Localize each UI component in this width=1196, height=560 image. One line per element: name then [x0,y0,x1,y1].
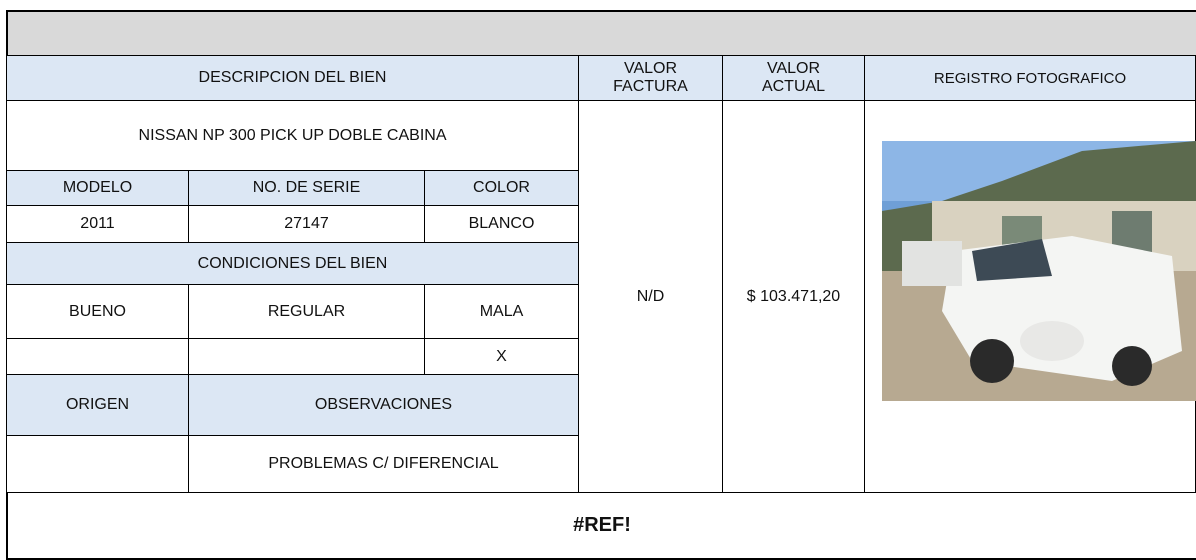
origin-value [6,435,189,493]
column-header: VALOR FACTURA [578,55,723,101]
cell-text: BUENO [69,302,126,320]
field-label: NO. DE SERIE [188,170,425,206]
cell-text: REGISTRO FOTOGRAFICO [933,69,1127,87]
item-name: NISSAN NP 300 PICK UP DOBLE CABINA [6,100,579,171]
current-value: $ 103.471,20 [722,100,865,493]
cell-text: DESCRIPCION DEL BIEN [198,69,387,86]
cell-text: CONDICIONES DEL BIEN [197,254,388,272]
condition-mark-cell [188,338,425,375]
cell-text: X [496,347,507,365]
cell-text: #REF! [573,514,631,536]
cell-text: VALOR ACTUAL [761,60,826,95]
field-value: 27147 [188,205,425,243]
condition-label: REGULAR [188,284,425,339]
cell-text: $ 103.471,20 [746,287,841,305]
column-header: VALOR ACTUAL [722,55,865,101]
cell-text: VALOR FACTURA [613,60,688,95]
origin-label: ORIGEN [6,374,189,436]
condition-mark: X [424,338,579,375]
invoice-value: N/D [578,100,723,493]
photo-cell [864,100,1196,493]
cell-text: COLOR [473,179,530,196]
cell-text: 2011 [80,215,115,232]
field-label: COLOR [424,170,579,206]
condition-label: MALA [424,284,579,339]
footer: #REF! [6,492,1196,560]
cell-text: MALA [479,302,524,320]
conditions-title: CONDICIONES DEL BIEN [6,242,579,285]
field-label: MODELO [6,170,189,206]
field-value: 2011 [6,205,189,243]
column-header: DESCRIPCION DEL BIEN [6,55,579,101]
cell-text: ORIGEN [65,396,130,413]
cell-text: OBSERVACIONES [314,396,453,413]
cell-text: NISSAN NP 300 PICK UP DOBLE CABINA [138,126,447,144]
condition-mark-cell [6,338,189,375]
cell-text: BLANCO [468,215,535,232]
title-bar [6,10,1196,56]
column-header: REGISTRO FOTOGRAFICO [864,55,1196,101]
cell-text: 27147 [284,215,329,232]
cell-text: N/D [636,287,665,305]
cell-text: PROBLEMAS C/ DIFERENCIAL [268,455,499,472]
cell-text: REGULAR [267,302,346,320]
photo [882,141,1196,401]
observations-label: OBSERVACIONES [188,374,579,436]
condition-label: BUENO [6,284,189,339]
field-value: BLANCO [424,205,579,243]
cell-text: NO. DE SERIE [252,179,361,196]
observations-value: PROBLEMAS C/ DIFERENCIAL [188,435,579,493]
cell-text: MODELO [62,179,133,196]
